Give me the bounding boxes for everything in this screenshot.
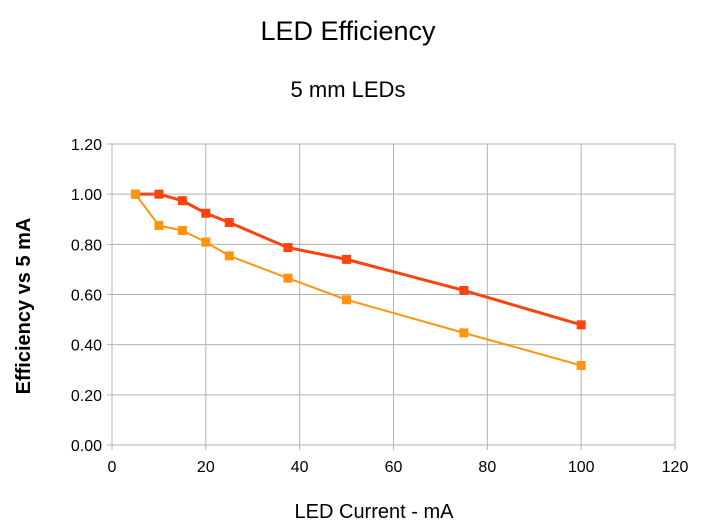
data-point (283, 273, 293, 283)
data-point (201, 237, 211, 247)
data-point (177, 226, 187, 236)
data-point (177, 196, 187, 206)
y-tick-label: 0.40 (71, 338, 102, 355)
x-axis-label: LED Current - mA (295, 501, 455, 523)
data-point (283, 243, 293, 253)
x-tick-label: 80 (478, 459, 496, 476)
chart-title: LED Efficiency (260, 16, 436, 46)
data-point (201, 208, 211, 218)
y-tick-label: 1.00 (71, 187, 102, 204)
y-tick-label: 1.20 (71, 137, 102, 154)
x-tick-label: 40 (291, 459, 309, 476)
series-line-2 (134, 193, 582, 367)
data-point (154, 221, 164, 231)
data-point (224, 251, 234, 261)
data-point (130, 189, 140, 199)
y-tick-label: 0.60 (71, 288, 102, 305)
data-point (459, 328, 469, 338)
y-tick-label: 0.20 (71, 388, 102, 405)
data-point (576, 320, 586, 330)
x-tick-label: 20 (197, 459, 215, 476)
x-tick-label: 0 (108, 459, 117, 476)
data-point (342, 295, 352, 305)
data-point (576, 360, 586, 370)
chart-subtitle: 5 mm LEDs (291, 77, 406, 102)
y-tick-label: 0.00 (71, 438, 102, 455)
data-point (224, 218, 234, 228)
data-point (154, 189, 164, 199)
x-tick-label: 60 (385, 459, 403, 476)
x-tick-label: 100 (568, 459, 595, 476)
y-axis-label: Efficiency vs 5 mA (13, 218, 35, 395)
x-tick-label: 120 (662, 459, 689, 476)
data-point (459, 285, 469, 295)
y-tick-label: 0.80 (71, 237, 102, 254)
data-point (342, 254, 352, 264)
